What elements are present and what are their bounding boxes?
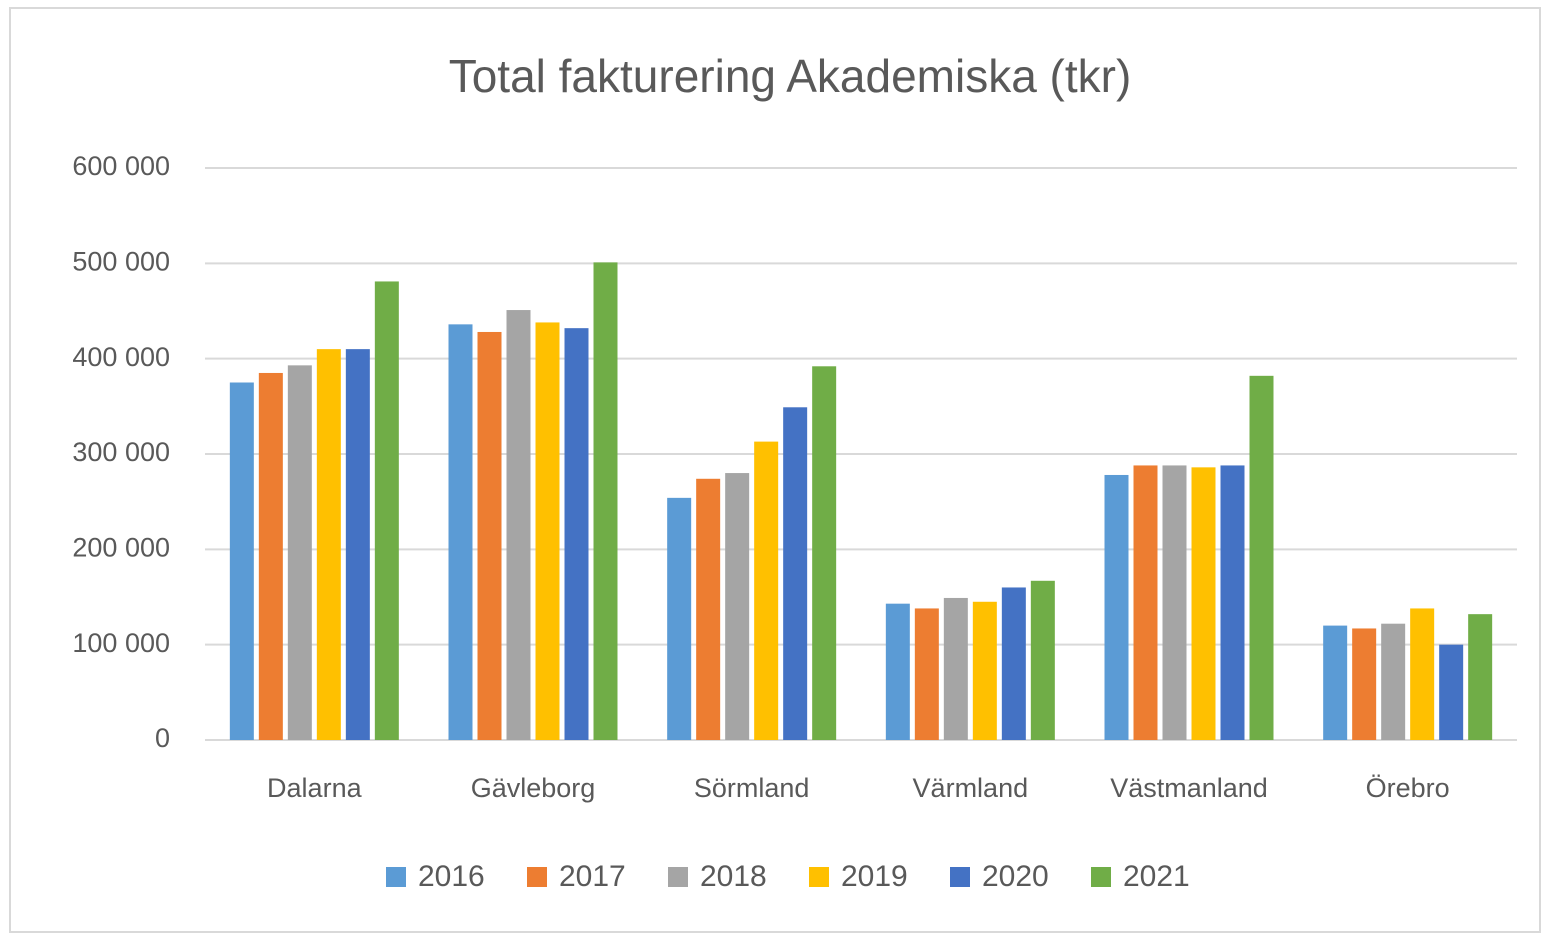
x-tick-label: Dalarna [267,773,363,803]
bar [1352,628,1377,740]
x-tick-label: Örebro [1366,773,1450,803]
y-tick-label: 300 000 [72,437,170,467]
x-tick-label: Sörmland [694,773,810,803]
bar [258,372,283,740]
bar [229,382,254,740]
legend-label: 2020 [982,860,1049,893]
bar [1191,467,1216,740]
legend-swatch [386,867,406,887]
y-tick-label: 500 000 [72,246,170,276]
bar [667,497,692,740]
bar [943,597,968,740]
bar [1249,375,1274,740]
y-tick-label: 400 000 [72,342,170,372]
y-tick-label: 0 [155,723,170,753]
legend-swatch [809,867,829,887]
bar [1323,625,1348,740]
bar [345,349,370,740]
bar [812,366,837,740]
x-tick-label: Värmland [913,773,1029,803]
bar [914,608,939,740]
bar [374,281,399,740]
bar [564,328,589,740]
bar [1001,587,1026,740]
bar [754,441,779,740]
bar [448,324,473,740]
x-tick-label: Gävleborg [471,773,596,803]
legend-label: 2019 [841,860,908,893]
bar [287,365,312,740]
bar [885,603,910,740]
legend-swatch [527,867,547,887]
legend-label: 2016 [418,860,485,893]
legend-label: 2018 [700,860,767,893]
bar [1104,474,1129,740]
bar [1381,623,1406,740]
bar [593,262,618,740]
legend-swatch [950,867,970,887]
legend-swatch [668,867,688,887]
bar [1162,465,1187,740]
y-tick-label: 600 000 [72,151,170,181]
legend-label: 2017 [559,860,626,893]
bar [477,331,502,740]
bar [1030,580,1055,740]
bar [725,473,750,740]
legend-swatch [1091,867,1111,887]
x-tick-label: Västmanland [1110,773,1268,803]
legend-label: 2021 [1123,860,1190,893]
y-tick-label: 200 000 [72,532,170,562]
bar [1220,465,1245,740]
y-tick-label: 100 000 [72,628,170,658]
bar [696,478,721,740]
bar [1410,608,1435,740]
bar [1133,465,1158,740]
bar [535,322,560,740]
bar [316,349,341,740]
bar [1468,614,1493,740]
bar [506,310,531,740]
bar [783,407,808,740]
bar [1439,644,1464,740]
chart-title: Total fakturering Akademiska (tkr) [449,50,1132,102]
bar [972,601,997,740]
